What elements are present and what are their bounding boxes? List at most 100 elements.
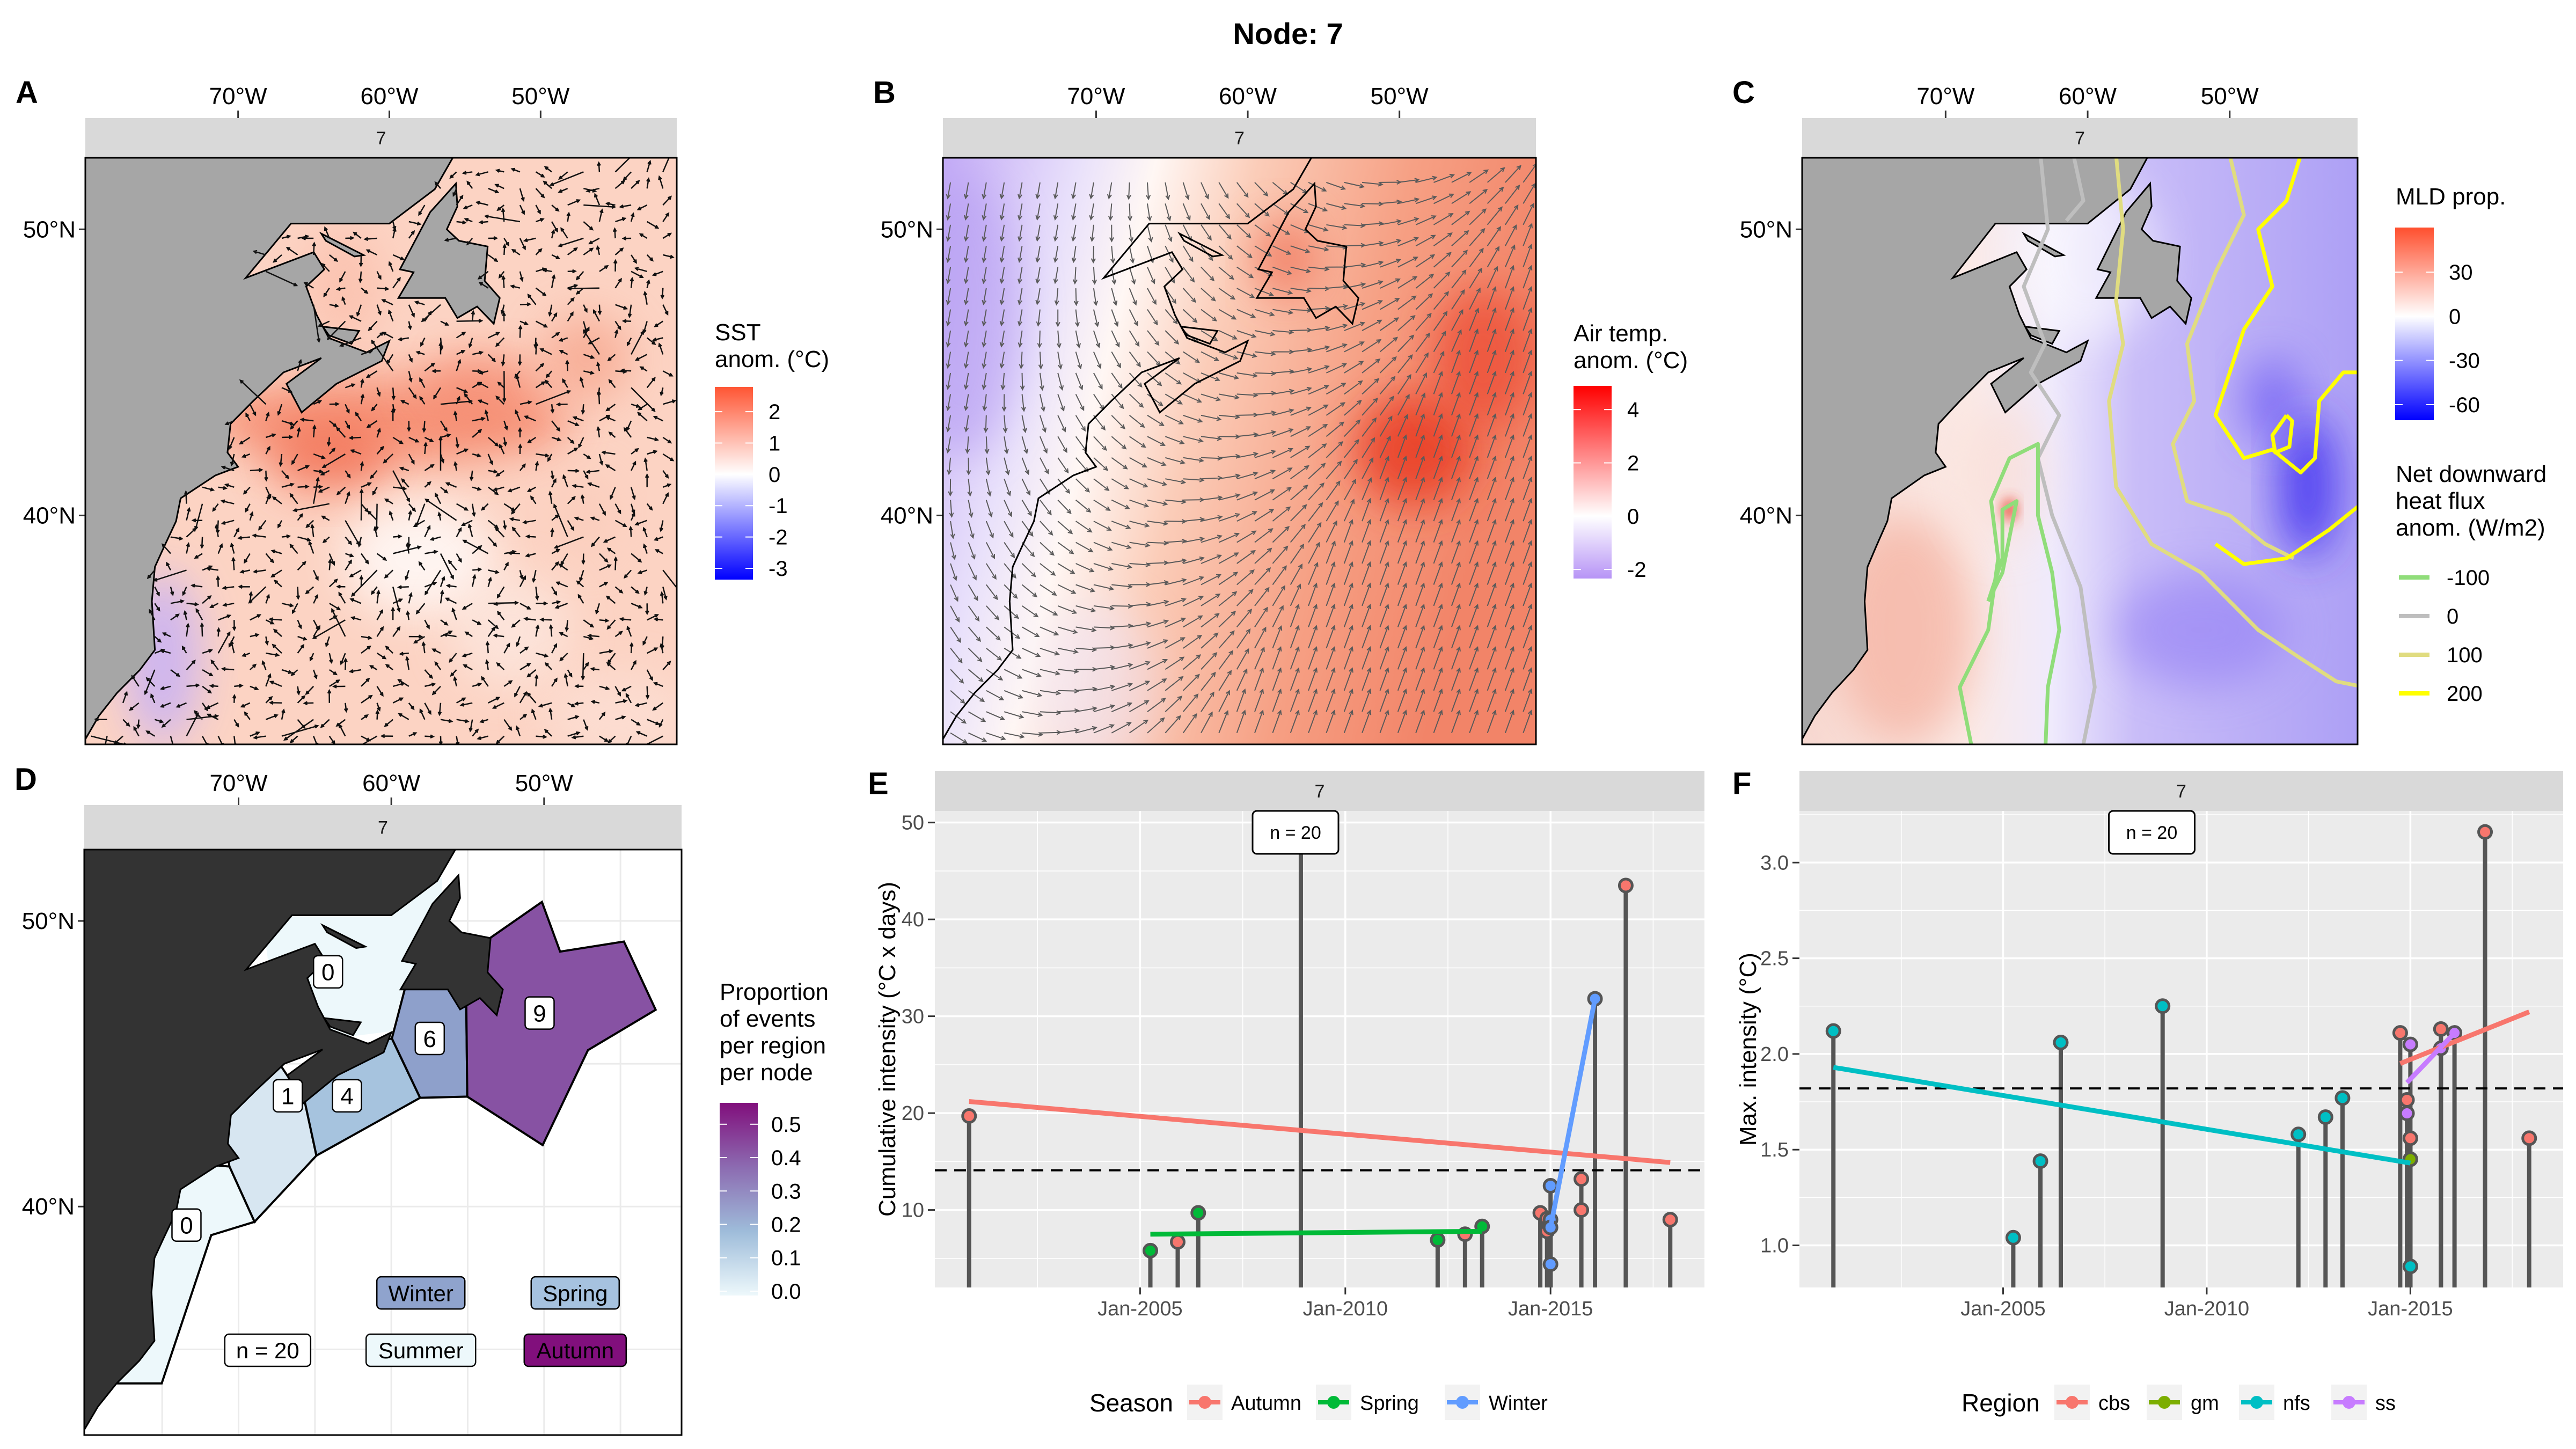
colorbar-tick-label: 0.3 <box>771 1180 801 1203</box>
legend-title: Air temp. <box>1574 320 1668 347</box>
legend-key-point <box>2158 1396 2171 1409</box>
sample-size-label: n = 20 <box>1270 823 1321 843</box>
facet-strip <box>1802 118 2358 157</box>
heat-flux-contour <box>1986 499 2019 602</box>
legend-title: MLD prop. <box>2396 184 2506 210</box>
sst-anomaly-vectors <box>91 158 677 744</box>
region-count-label: 0 <box>312 955 343 989</box>
data-point <box>1170 1234 1186 1250</box>
facet-strip <box>84 805 682 848</box>
region-count-label: 6 <box>414 1021 445 1056</box>
longitude-tick-label: 70°W <box>1916 83 1975 109</box>
field-anomaly-patch <box>2244 358 2301 444</box>
latitude-tick-label: 40°N <box>23 502 76 529</box>
longitude-tick-label: 60°W <box>1219 83 1277 109</box>
legend-label: nfs <box>2283 1392 2310 1415</box>
latitude-tick-label: 40°N <box>1740 502 1792 529</box>
data-point <box>1662 1212 1678 1228</box>
legend-label: 200 <box>2447 682 2483 706</box>
panel-letter: B <box>873 75 896 110</box>
panel-f: F 7 Jan-2005 Jan-2010 Jan-2015 1.0 1.5 2.0 2.5 3.… <box>1732 766 2563 1420</box>
trend-line <box>1548 998 1598 1228</box>
y-tick-label: 2.5 <box>1760 948 1789 970</box>
longitude-tick-label: 70°W <box>209 770 268 796</box>
panel-letter: E <box>868 766 889 801</box>
island-land <box>319 231 367 258</box>
season-label: Spring <box>530 1276 620 1310</box>
longitude-tick-label: 70°W <box>209 83 268 109</box>
field-anomaly-patch <box>268 423 390 493</box>
legend-title: per node <box>720 1059 813 1086</box>
longitude-tick-label: 70°W <box>1067 83 1125 109</box>
y-tick-label: 40 <box>902 909 924 931</box>
colorbar <box>720 1103 758 1296</box>
colorbar-tick-label: -2 <box>769 526 788 550</box>
longitude-tick-label: 50°W <box>511 83 570 109</box>
legend-title: of events <box>720 1006 816 1032</box>
trend-line <box>969 1099 1671 1165</box>
land-mass <box>943 158 1313 741</box>
facet-strip-label: 7 <box>1234 128 1245 149</box>
island-land <box>1255 181 1359 326</box>
latitude-tick-label: 50°N <box>22 908 75 934</box>
island-land <box>2021 231 2066 258</box>
x-tick-label: Jan-2010 <box>2164 1298 2249 1320</box>
legend-title: heat flux <box>2396 488 2485 514</box>
legend-title: Proportion <box>720 979 829 1005</box>
data-point <box>2155 998 2171 1014</box>
panel-c: C 7 70°W 60°W 50°W 50°N 40°N <box>1732 75 2359 745</box>
panel-border <box>942 157 1537 745</box>
sample-size-label: n = 20 <box>224 1333 312 1367</box>
island-land <box>320 923 368 949</box>
legend-key-point <box>1198 1396 1211 1409</box>
season-label: Autumn <box>523 1333 627 1367</box>
field-anomaly-patch <box>306 229 382 344</box>
panel-border <box>1801 157 2359 745</box>
facet-strip <box>85 118 677 157</box>
field-anomaly-patch <box>419 352 541 421</box>
region-count-label: 1 <box>273 1079 303 1113</box>
facet-strip <box>935 771 1704 811</box>
heat-flux-contour <box>2213 158 2358 474</box>
colorbar <box>1574 386 1612 579</box>
x-tick-label: Jan-2005 <box>1960 1298 2045 1320</box>
data-point <box>2334 1090 2351 1106</box>
region-count-label-text: 0 <box>321 960 334 986</box>
panel-letter: D <box>14 762 37 797</box>
panel-border <box>84 157 678 745</box>
data-point <box>2521 1130 2537 1146</box>
heat-flux-contour <box>1958 442 2061 744</box>
legend-title: anom. (°C) <box>1574 347 1688 374</box>
legend-title: Season <box>1089 1389 1173 1417</box>
longitude-tick-label: 60°W <box>362 770 421 796</box>
longitude-tick-label: 50°W <box>515 770 574 796</box>
trend-line <box>2399 1009 2530 1066</box>
plot-area <box>1799 811 2563 1287</box>
y-tick-label: 3.0 <box>1760 852 1789 874</box>
plot-area <box>935 811 1704 1287</box>
panel-a: A 7 70°W 60°W 50°W 50°N 40°N <box>16 75 678 745</box>
island-land <box>2095 181 2192 326</box>
latitude-tick-label: 50°N <box>881 216 933 243</box>
heat-flux-contour <box>2107 158 2358 688</box>
field-anomaly-patch <box>1035 601 1157 744</box>
data-point <box>2433 1021 2449 1037</box>
y-tick-label: 1.5 <box>1760 1139 1789 1161</box>
legend-title: Region <box>1962 1389 2040 1417</box>
island-land <box>397 181 501 326</box>
colorbar-legend: Air temp.anom. (°C) 4 2 0 -2 <box>1574 320 1688 582</box>
y-tick-label: 10 <box>902 1199 924 1222</box>
data-point <box>2477 824 2493 840</box>
data-point <box>1143 1242 1159 1258</box>
colorbar-tick-label: 1 <box>769 431 780 455</box>
sample-size-box <box>2108 810 2196 855</box>
colorbar-legend: MLD prop. 30 0 -30 -60 <box>2395 184 2506 420</box>
panel-letter: C <box>1732 75 1755 110</box>
island-land <box>1177 231 1225 258</box>
colorbar-tick-label: 0.0 <box>771 1280 801 1304</box>
legend-key-point <box>1456 1396 1469 1409</box>
longitude-tick-label: 50°W <box>2201 83 2259 109</box>
